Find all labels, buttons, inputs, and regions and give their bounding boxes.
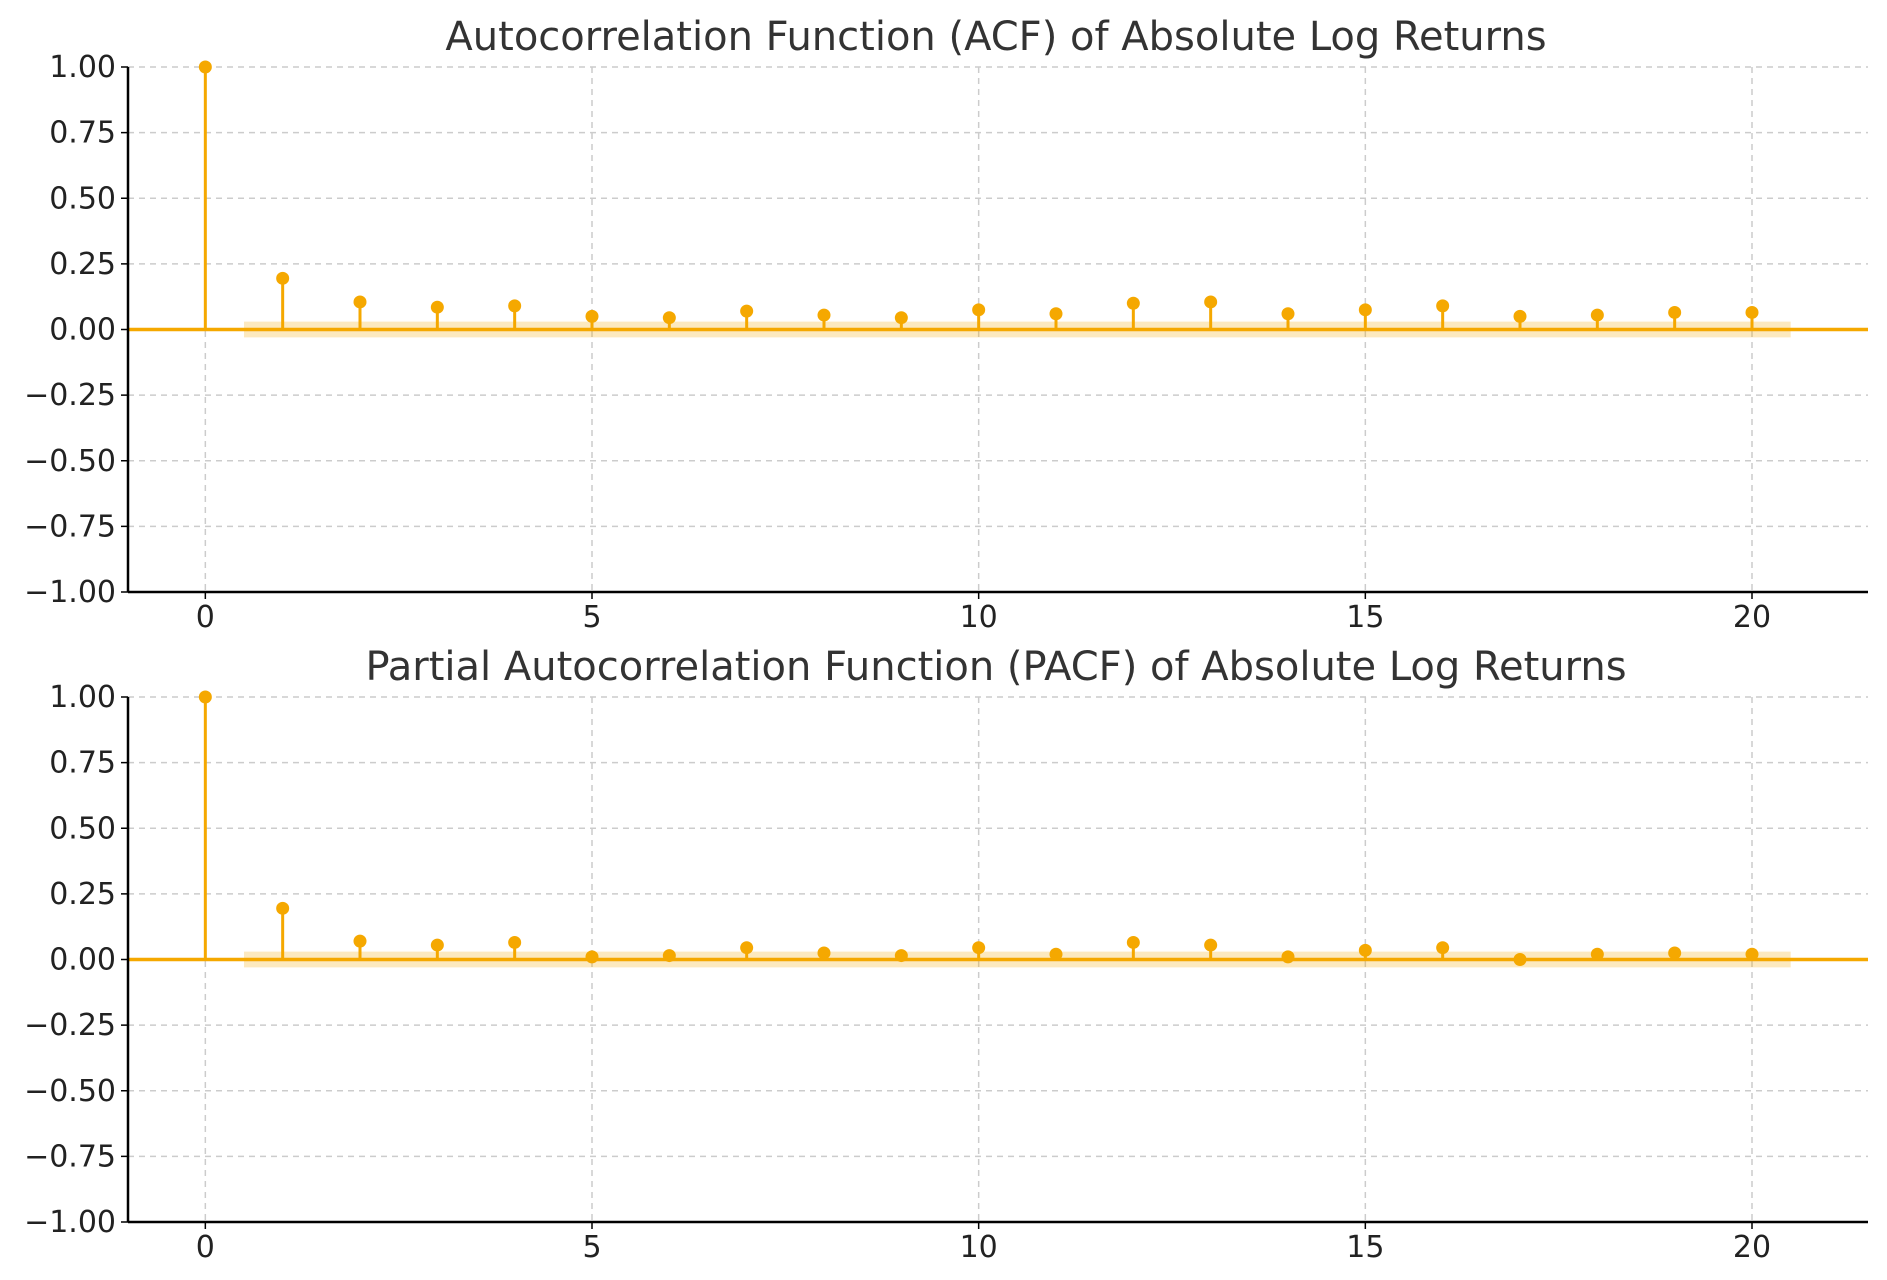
acf-xtick-label-3: 15 [1346, 600, 1384, 635]
acf-marker-lag-4 [508, 299, 522, 313]
pacf-tick-labels: 1.00 0.75 0.50 0.25 0.00 −0.25 −0.50 −0.75 −1.00… [24, 680, 1771, 1265]
acf-ytick-label-1: 0.75 [49, 116, 116, 151]
acf-stems [128, 60, 1868, 332]
acf-marker-lag-10 [972, 303, 986, 317]
acf-ytick-label-6: −0.50 [24, 444, 116, 479]
acf-ytick-label-8: −1.00 [24, 575, 116, 610]
pacf-marker-lag-0 [198, 690, 212, 704]
acf-ytick-label-4: 0.00 [49, 313, 116, 348]
acf-xtick-label-2: 10 [960, 600, 998, 635]
acf-xtick-label-1: 5 [582, 600, 601, 635]
pacf-marker-lag-3 [430, 938, 444, 952]
pacf-marker-lag-16 [1436, 941, 1450, 955]
acf-ytick-label-2: 0.50 [49, 181, 116, 216]
acf-ytick-label-3: 0.25 [49, 247, 116, 282]
pacf-marker-lag-2 [353, 934, 367, 948]
acf-xtick-label-0: 0 [196, 600, 215, 635]
acf-marker-lag-12 [1126, 296, 1140, 310]
acf-panel: Autocorrelation Function (ACF) of Absolu… [24, 14, 1868, 635]
pacf-marker-lag-9 [894, 949, 908, 963]
pacf-marker-lag-10 [972, 941, 986, 955]
acf-marker-lag-15 [1358, 303, 1372, 317]
pacf-ytick-label-4: 0.00 [49, 943, 116, 978]
pacf-marker-lag-17 [1513, 953, 1527, 966]
acf-xtick-label-4: 20 [1733, 600, 1771, 635]
pacf-ytick-label-5: −0.25 [24, 1008, 116, 1043]
pacf-marker-lag-19 [1668, 946, 1682, 960]
acf-marker-lag-1 [276, 271, 290, 285]
pacf-ytick-label-6: −0.50 [24, 1074, 116, 1109]
pacf-title: Partial Autocorrelation Function (PACF) … [365, 644, 1626, 690]
acf-marker-lag-17 [1513, 309, 1527, 323]
acf-marker-lag-2 [353, 295, 367, 309]
acf-marker-lag-16 [1436, 299, 1450, 313]
pacf-marker-lag-7 [740, 941, 754, 955]
pacf-marker-lag-5 [585, 950, 599, 964]
pacf-ytick-label-2: 0.50 [49, 811, 116, 846]
acf-marker-lag-3 [430, 300, 444, 314]
pacf-marker-lag-14 [1281, 950, 1295, 964]
pacf-xtick-label-0: 0 [196, 1230, 215, 1265]
pacf-ytick-label-3: 0.25 [49, 877, 116, 912]
pacf-ytick-label-0: 1.00 [49, 680, 116, 715]
acf-marker-lag-0 [198, 60, 212, 74]
acf-marker-lag-5 [585, 309, 599, 323]
pacf-xtick-label-3: 15 [1346, 1230, 1384, 1265]
pacf-xtick-label-2: 10 [960, 1230, 998, 1265]
acf-marker-lag-6 [662, 311, 676, 325]
pacf-marker-lag-8 [817, 946, 831, 960]
acf-title: Autocorrelation Function (ACF) of Absolu… [445, 14, 1546, 60]
pacf-marker-lag-13 [1204, 938, 1218, 952]
pacf-marker-lag-1 [276, 901, 290, 915]
acf-ytick-label-5: −0.25 [24, 378, 116, 413]
pacf-marker-lag-20 [1745, 947, 1759, 961]
pacf-marker-lag-18 [1590, 947, 1604, 961]
pacf-ytick-label-7: −0.75 [24, 1139, 116, 1174]
pacf-marker-lag-12 [1126, 935, 1140, 949]
pacf-ytick-label-1: 0.75 [49, 746, 116, 781]
pacf-marker-lag-15 [1358, 943, 1372, 957]
acf-marker-lag-14 [1281, 307, 1295, 321]
acf-tick-labels: 1.00 0.75 0.50 0.25 0.00 −0.25 −0.50 −0.75 −1.00… [24, 50, 1771, 635]
acf-marker-lag-7 [740, 304, 754, 318]
pacf-marker-lag-4 [508, 935, 522, 949]
acf-marker-lag-19 [1668, 305, 1682, 319]
pacf-marker-lag-11 [1049, 947, 1063, 961]
acf-marker-lag-20 [1745, 305, 1759, 319]
acf-ytick-label-7: −0.75 [24, 509, 116, 544]
pacf-marker-lag-6 [662, 949, 676, 963]
pacf-ytick-label-8: −1.00 [24, 1205, 116, 1240]
pacf-stems [128, 690, 1868, 966]
pacf-panel: Partial Autocorrelation Function (PACF) … [24, 644, 1868, 1265]
acf-marker-lag-18 [1590, 308, 1604, 322]
pacf-axes [121, 696, 1868, 1229]
pacf-xtick-label-1: 5 [582, 1230, 601, 1265]
acf-ytick-label-0: 1.00 [49, 50, 116, 85]
acf-marker-lag-13 [1204, 295, 1218, 309]
acf-axes [121, 66, 1868, 599]
acf-marker-lag-9 [894, 311, 908, 325]
pacf-xtick-label-4: 20 [1733, 1230, 1771, 1265]
acf-marker-lag-11 [1049, 307, 1063, 321]
acf-marker-lag-8 [817, 308, 831, 322]
